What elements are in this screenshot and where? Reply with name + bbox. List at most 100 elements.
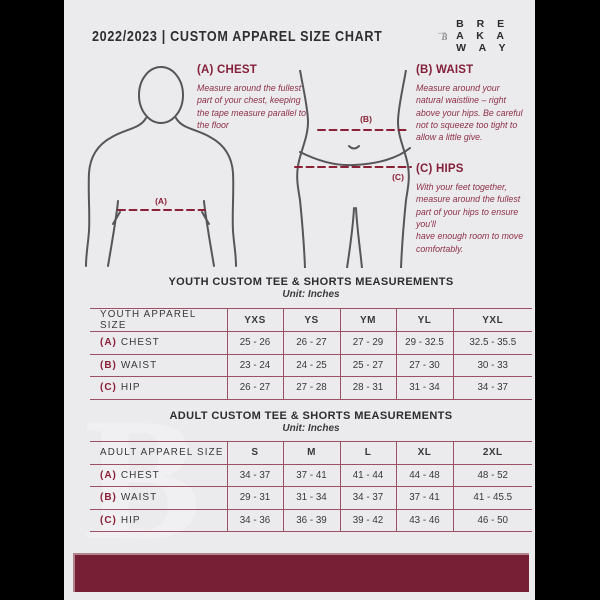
measurement-cell: 34 - 37 <box>226 463 283 487</box>
measurement-cell: 25 - 27 <box>339 353 396 377</box>
row-label-text: HIP <box>120 382 141 394</box>
size-column-header: S <box>226 441 283 465</box>
row-label-text: WAIST <box>120 492 158 504</box>
waist-line-label: (B) <box>360 114 372 124</box>
adult-header-row: ADULT APPAREL SIZE S M L XL 2XL <box>90 441 532 465</box>
left-armpit-crease <box>112 211 121 225</box>
brand-name: B R E A K A W A Y <box>456 18 511 54</box>
row-label: (A) CHEST <box>90 463 227 487</box>
measurement-cell: 25 - 26 <box>226 331 283 355</box>
size-column-header: YM <box>339 308 396 332</box>
row-label-text: HIP <box>120 514 141 526</box>
measurement-cell: 29 - 31 <box>226 486 283 510</box>
row-label: (C) HIP <box>90 508 227 532</box>
header: 2022/2023 | CUSTOM APPAREL SIZE CHART B … <box>92 18 522 54</box>
hips-body: With your feet together, measure around … <box>416 182 524 254</box>
youth-size-header: YOUTH APPAREL SIZE <box>90 308 227 332</box>
row-prefix: (A) <box>100 337 117 349</box>
hips-instructions: (C) HIPS With your feet together, measur… <box>416 163 534 255</box>
measurement-cell: 44 - 48 <box>395 463 453 487</box>
row-prefix: (C) <box>100 382 117 394</box>
measurement-cell: 48 - 52 <box>452 463 532 487</box>
table-row: (C) HIP 26 - 27 27 - 28 28 - 31 31 - 34 3… <box>90 376 532 400</box>
row-label: (B) WAIST <box>90 486 227 510</box>
measurement-cell: 32.5 - 35.5 <box>452 331 532 355</box>
left-inner-leg <box>346 207 355 268</box>
measurement-cell: 29 - 32.5 <box>395 331 453 355</box>
table-row: (B) WAIST 29 - 31 31 - 34 34 - 37 37 - 41… <box>90 486 532 510</box>
measurement-cell: 37 - 41 <box>282 463 340 487</box>
left-inner-arm <box>107 200 119 267</box>
right-arm-outline <box>175 117 237 267</box>
chest-line-label: (A) <box>155 196 167 206</box>
row-label-text: CHEST <box>120 337 160 349</box>
measurement-cell: 26 - 27 <box>226 376 283 400</box>
row-prefix: (A) <box>100 469 117 481</box>
measurement-cell: 31 - 34 <box>395 376 453 400</box>
svg-text:B: B <box>440 32 447 42</box>
breakaway-logo-icon: B <box>437 32 447 42</box>
row-label: (C) HIP <box>90 376 227 400</box>
navel-mark <box>348 145 360 150</box>
adult-table-title: ADULT CUSTOM TEE & SHORTS MEASUREMENTS <box>169 410 453 422</box>
chest-heading: (A) CHEST <box>197 64 257 76</box>
table-row: (C) HIP 34 - 36 36 - 39 39 - 42 43 - 46 4… <box>90 508 532 532</box>
youth-table-title: YOUTH CUSTOM TEE & SHORTS MEASUREMENTS <box>168 276 454 288</box>
measurement-cell: 41 - 45.5 <box>452 486 532 510</box>
hips-diagram: (B) (C) <box>294 70 412 268</box>
size-column-header: XL <box>395 441 453 465</box>
row-label: (A) CHEST <box>90 331 227 355</box>
youth-size-table: YOUTH APPAREL SIZE YXS YS YM YL YXL (A) C… <box>90 308 532 400</box>
left-arm-outline <box>85 117 147 267</box>
measurement-cell: 34 - 37 <box>339 486 396 510</box>
size-column-header: YL <box>395 308 453 332</box>
hips-heading: (C) HIPS <box>416 163 464 175</box>
size-chart-page: B 2022/2023 | CUSTOM APPAREL SIZE CHART … <box>64 0 535 600</box>
measurement-cell: 46 - 50 <box>452 508 532 532</box>
size-column-header: YXL <box>452 308 532 332</box>
table-row: (B) WAIST 23 - 24 24 - 25 25 - 27 27 - 30… <box>90 353 532 377</box>
page-title: 2022/2023 | CUSTOM APPAREL SIZE CHART <box>92 27 383 45</box>
measurement-cell: 34 - 37 <box>452 376 532 400</box>
measurement-cell: 28 - 31 <box>339 376 396 400</box>
measurement-cell: 36 - 39 <box>282 508 340 532</box>
size-column-header: YXS <box>226 308 283 332</box>
row-prefix: (C) <box>100 514 117 526</box>
hips-line-label: (C) <box>392 172 404 182</box>
measurement-cell: 41 - 44 <box>339 463 396 487</box>
adult-size-table: ADULT APPAREL SIZE S M L XL 2XL (A) CHEST… <box>90 441 532 532</box>
measurement-cell: 27 - 28 <box>282 376 340 400</box>
head-outline <box>138 66 184 124</box>
row-prefix: (B) <box>100 359 117 371</box>
measurement-cell: 26 - 27 <box>282 331 340 355</box>
measurement-cell: 30 - 33 <box>452 353 532 377</box>
measurement-cell: 39 - 42 <box>339 508 396 532</box>
measurement-cell: 37 - 41 <box>395 486 453 510</box>
size-column-header: L <box>339 441 396 465</box>
waist-instructions: (B) WAIST Measure around your natural wa… <box>416 64 528 144</box>
brand: B B R E A K A W A Y <box>437 18 522 54</box>
table-row: (A) CHEST 25 - 26 26 - 27 27 - 29 29 - 32… <box>90 331 532 355</box>
chest-instructions: (A) CHEST Measure around the fullest par… <box>197 64 307 131</box>
right-side-outline <box>396 70 410 268</box>
hip-crease-line <box>299 147 411 167</box>
measurement-cell: 24 - 25 <box>282 353 340 377</box>
footer-bar <box>73 553 529 592</box>
right-inner-leg <box>355 207 363 268</box>
youth-table-unit: Unit: Inches <box>282 289 340 300</box>
row-prefix: (B) <box>100 492 117 504</box>
measurement-cell: 31 - 34 <box>282 486 340 510</box>
row-label: (B) WAIST <box>90 353 227 377</box>
measurement-cell: 43 - 46 <box>395 508 453 532</box>
size-column-header: YS <box>282 308 340 332</box>
right-armpit-crease <box>201 211 210 225</box>
measurement-cell: 27 - 30 <box>395 353 453 377</box>
right-inner-arm <box>203 200 215 267</box>
measurement-cell: 27 - 29 <box>339 331 396 355</box>
measurement-cell: 34 - 36 <box>226 508 283 532</box>
size-column-header: M <box>282 441 340 465</box>
waist-heading: (B) WAIST <box>416 64 474 76</box>
row-label-text: CHEST <box>120 469 160 481</box>
adult-size-header: ADULT APPAREL SIZE <box>90 441 227 465</box>
measurement-cell: 23 - 24 <box>226 353 283 377</box>
